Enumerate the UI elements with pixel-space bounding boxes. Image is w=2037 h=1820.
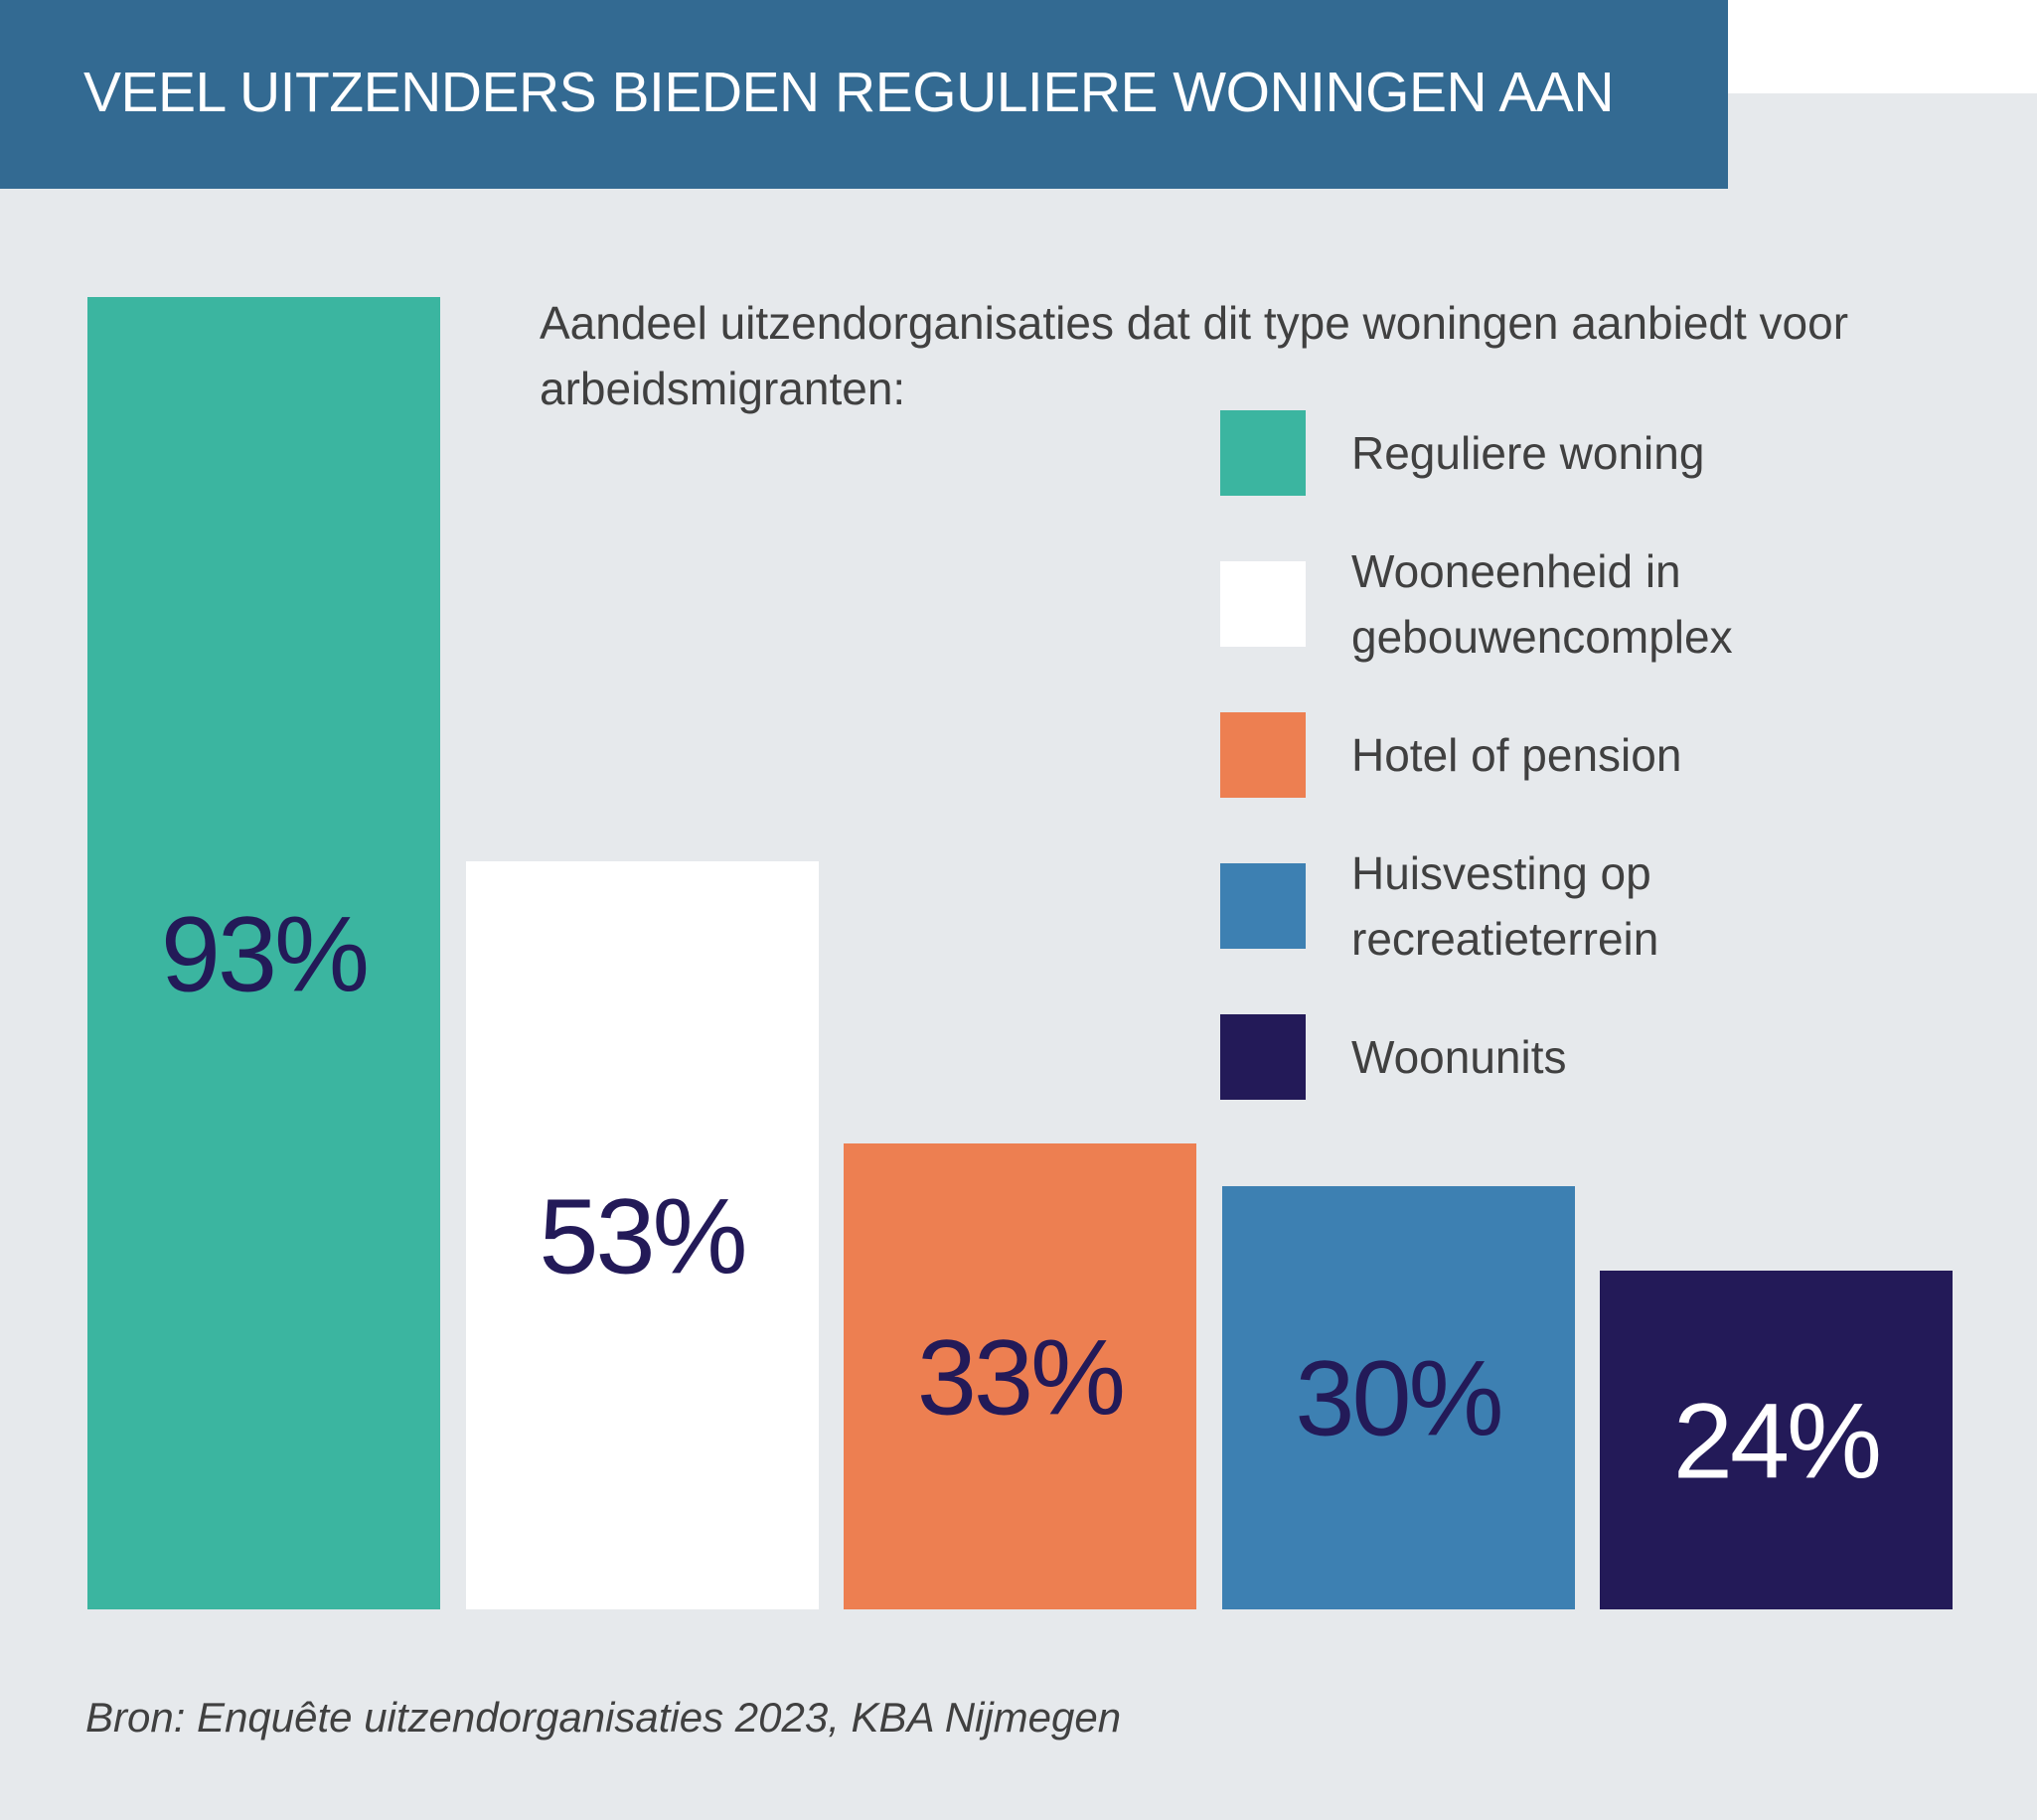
- bar: 24%: [1600, 1271, 1953, 1609]
- bar-label: 24%: [1672, 1380, 1882, 1501]
- bar-label: 53%: [539, 1175, 747, 1296]
- corner-panel: [1728, 0, 2037, 93]
- chart-subtitle: Aandeel uitzendorganisaties dat dit type…: [540, 297, 1849, 414]
- bar: 33%: [844, 1143, 1196, 1609]
- legend-label: Wooneenheid in gebouwencomplex: [1351, 545, 1733, 663]
- legend-item: Hotel of pension: [1220, 712, 1916, 798]
- chart-title: VEEL UITZENDERS BIEDEN REGULIERE WONINGE…: [83, 61, 1615, 124]
- legend-item: Huisvesting op recreatieterrein: [1220, 847, 1916, 965]
- bar-label: 33%: [916, 1316, 1126, 1438]
- legend-swatch: [1220, 863, 1306, 949]
- legend-swatch: [1220, 712, 1306, 798]
- legend-swatch: [1220, 561, 1306, 647]
- source-note: Bron: Enquête uitzendorganisaties 2023, …: [85, 1694, 1122, 1741]
- legend-item: Reguliere woning: [1220, 410, 1916, 496]
- legend-item: Woonunits: [1220, 1014, 1916, 1100]
- legend-label: Huisvesting op recreatieterrein: [1351, 847, 1659, 965]
- bar: 30%: [1221, 1185, 1575, 1609]
- bar-label: 30%: [1295, 1337, 1503, 1458]
- legend-label: Hotel of pension: [1351, 729, 1682, 781]
- legend-swatch: [1220, 1014, 1306, 1100]
- header-banner: VEEL UITZENDERS BIEDEN REGULIERE WONINGE…: [0, 0, 1728, 189]
- bar: 93%: [87, 297, 440, 1609]
- legend-item: Wooneenheid in gebouwencomplex: [1220, 545, 1916, 663]
- legend-label: Woonunits: [1351, 1031, 1567, 1083]
- bar-label: 93%: [160, 893, 370, 1013]
- legend-label: Reguliere woning: [1351, 427, 1705, 479]
- bar: 53%: [465, 861, 819, 1609]
- legend-swatch: [1220, 410, 1306, 496]
